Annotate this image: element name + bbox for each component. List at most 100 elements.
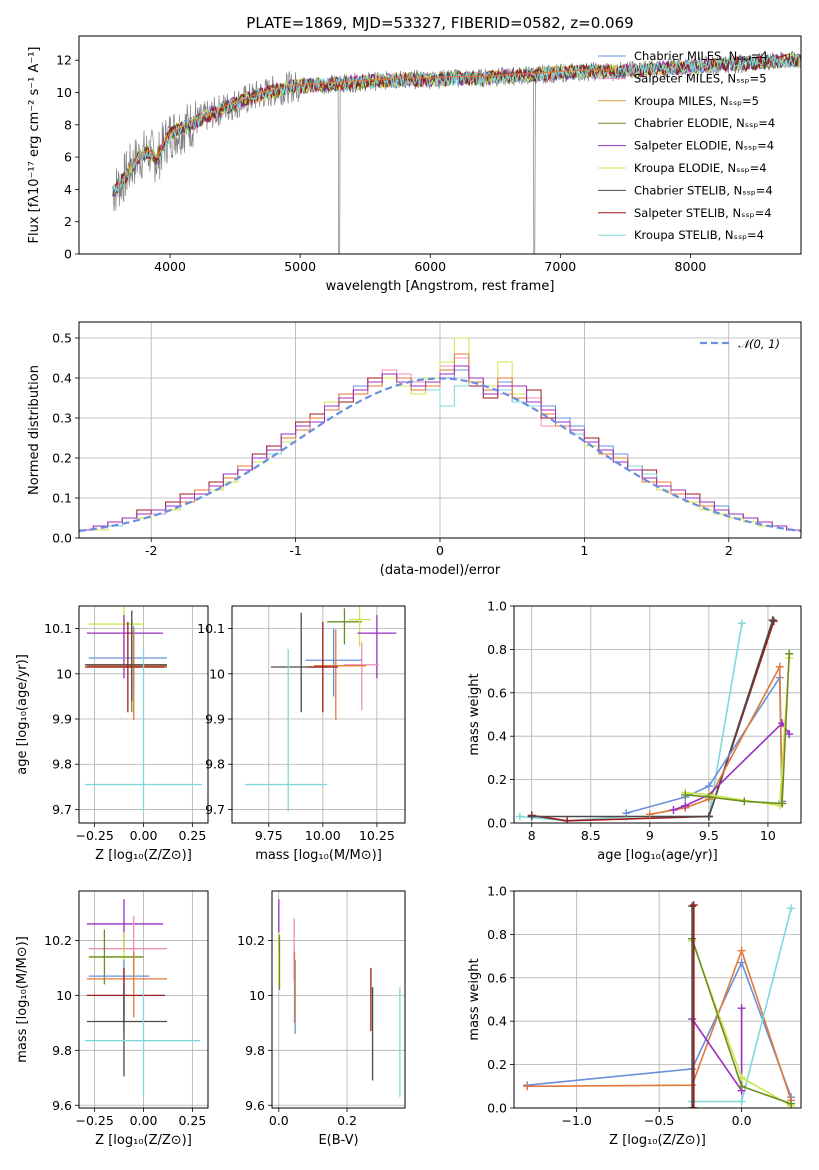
weight-marker <box>704 792 713 801</box>
weight-marker <box>645 810 654 819</box>
y-tick-label: 9.7 <box>52 802 72 817</box>
x-axis-label: Z [log₁₀(Z/Z⊙)] <box>95 848 192 863</box>
y-tick-label: 10.1 <box>44 621 72 636</box>
plot-area <box>278 899 401 1098</box>
y-tick-label: 0.2 <box>487 772 507 787</box>
y-tick-label: 0.2 <box>487 1057 507 1072</box>
y-tick-label: 2 <box>64 214 72 229</box>
error-bar-point <box>357 615 397 679</box>
panel-mass_vs_Z: −0.25 0.00 0.25 9.6 9.8 10 10.2 Z [log₁₀(Z/Z⊙)]… <box>15 890 209 1148</box>
y-tick-label: 9.8 <box>52 757 72 772</box>
weight-marker <box>737 946 746 955</box>
y-tick-label: 9.8 <box>245 1043 265 1058</box>
y-axis-label: mass [log₁₀(M/M⊙)] <box>15 936 30 1063</box>
panel-spectrum: 4000 5000 6000 7000 8000 0 2 4 6 8 10 12 wavelength … <box>27 35 802 294</box>
weight-line <box>691 1008 743 1094</box>
y-tick-label: 10 <box>56 666 72 681</box>
weight-marker <box>737 1097 746 1106</box>
y-tick-label: 10 <box>209 666 225 681</box>
x-tick-label: 6000 <box>414 259 446 274</box>
weight-series <box>689 901 698 1108</box>
panel-mass_vs_EBV: 0.0 0.2 9.6 9.8 10 10.2 E(B-V) <box>237 890 406 1148</box>
error-bar-point <box>86 899 164 952</box>
error-bar-point <box>86 951 167 1018</box>
error-bar-point <box>84 621 165 713</box>
legend-entry: 𝒩(0, 1) <box>738 337 780 351</box>
weight-marker <box>768 616 777 625</box>
legend-entry: Chabrier ELODIE, Nₛₛₚ=4 <box>634 116 775 130</box>
legend-entry: Salpeter ELODIE, Nₛₛₚ=4 <box>634 139 774 153</box>
y-tick-label: 0.5 <box>52 331 72 346</box>
weight-marker <box>769 617 778 626</box>
weight-marker <box>704 812 713 821</box>
panel-mass_weight_vs_age: 8 8.5 9 9.5 10 0.0 0.2 0.4 0.6 0.8 1.0 age [log₁₀(a… <box>467 599 802 863</box>
y-tick-label: 0.6 <box>487 685 507 700</box>
x-tick-label: 10.00 <box>305 828 341 843</box>
y-tick-label: 0.1 <box>52 491 72 506</box>
x-tick-label: 0.00 <box>130 1113 158 1128</box>
weight-marker <box>787 1099 796 1108</box>
y-tick-label: 9.8 <box>52 1043 72 1058</box>
error-bar-point <box>88 929 144 985</box>
y-tick-label: 0.8 <box>487 642 507 657</box>
weight-marker <box>689 901 698 910</box>
plot-area <box>84 606 203 812</box>
y-tick-label: 8 <box>64 117 72 132</box>
axes-frame <box>78 890 209 1109</box>
error-bar-point <box>88 606 144 661</box>
model-spectrum <box>112 53 801 193</box>
x-tick-label: −0.5 <box>644 1113 674 1128</box>
y-tick-label: 0.4 <box>487 1014 507 1029</box>
x-tick-label: 0.0 <box>269 1113 289 1128</box>
plot-area <box>112 50 801 254</box>
x-tick-label: 1 <box>580 543 588 558</box>
plot-area <box>515 616 794 823</box>
x-tick-label: 8 <box>528 828 536 843</box>
weight-marker <box>527 812 536 821</box>
y-tick-label: 10.2 <box>44 933 72 948</box>
y-tick-label: 10 <box>56 988 72 1003</box>
normal-curve <box>79 377 801 533</box>
error-bar-point <box>84 988 201 1096</box>
plot-area <box>79 337 801 538</box>
y-tick-label: 0 <box>64 247 72 262</box>
error-bar-point <box>244 648 328 812</box>
x-tick-label: 0.0 <box>732 1113 752 1128</box>
y-tick-label: 0.3 <box>52 411 72 426</box>
error-bar-point <box>84 610 167 701</box>
y-tick-label: 0.4 <box>487 729 507 744</box>
legend-entry: Salpeter STELIB, Nₛₛₚ=4 <box>634 206 772 220</box>
weight-marker <box>737 958 746 967</box>
plot-area <box>84 899 201 1096</box>
weight-marker <box>778 799 787 808</box>
x-tick-label: 9.5 <box>699 828 719 843</box>
panel-age_vs_mass: 9.75 10.00 10.25 9.7 9.8 9.9 10 10.1 mass [log₁₀… <box>197 605 406 863</box>
weight-marker <box>681 801 690 810</box>
axes-frame <box>231 605 406 824</box>
weight-marker <box>775 662 784 671</box>
y-tick-label: 9.6 <box>52 1098 72 1113</box>
error-bar-point <box>270 612 330 713</box>
x-axis-label: Z [log₁₀(Z/Z⊙)] <box>95 1133 192 1148</box>
plot-area <box>244 606 397 812</box>
weight-marker <box>688 902 697 911</box>
error-bar-point <box>84 648 203 812</box>
y-tick-label: 0.4 <box>52 371 72 386</box>
x-tick-label: 0.25 <box>178 1113 206 1128</box>
weight-marker <box>689 1104 698 1108</box>
y-tick-label: 10.2 <box>237 933 265 948</box>
x-tick-label: 8000 <box>675 259 707 274</box>
x-tick-label: −0.25 <box>75 1113 113 1128</box>
legend-entry: Salpeter MILES, Nₛₛₚ=5 <box>634 71 767 85</box>
x-tick-label: 5000 <box>284 259 316 274</box>
panel-mass_weight_vs_Z: −1.0 −0.5 0.0 0.0 0.2 0.4 0.6 0.8 1.0 Z [log₁₀(Z/… <box>467 884 802 1148</box>
model-spectrum <box>115 69 616 189</box>
x-tick-label: 0 <box>436 543 444 558</box>
x-axis-label: wavelength [Angstrom, rest frame] <box>326 279 555 294</box>
axes-frame <box>513 605 802 824</box>
x-tick-label: 7000 <box>544 259 576 274</box>
axes-frame <box>78 35 802 255</box>
y-tick-label: 4 <box>64 182 72 197</box>
x-tick-label: 9.75 <box>255 828 283 843</box>
